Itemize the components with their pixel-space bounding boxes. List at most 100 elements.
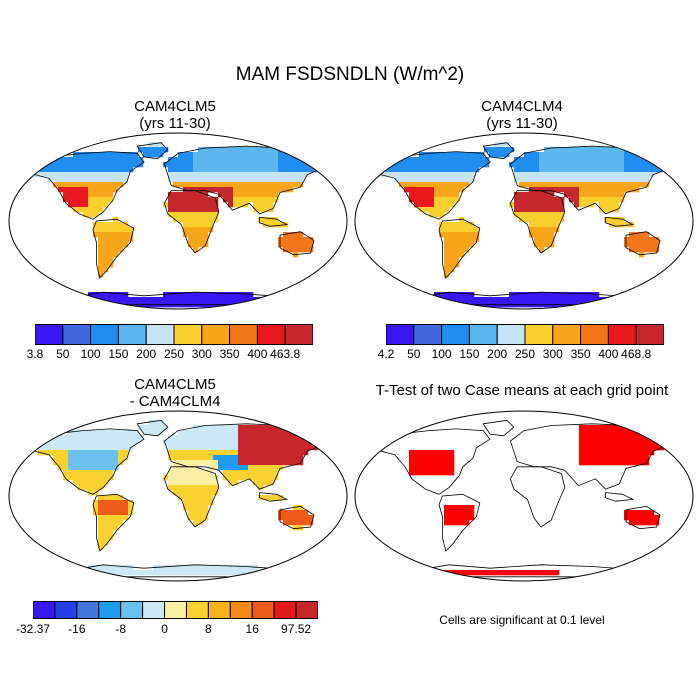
grid-cell <box>243 460 249 466</box>
grid-cell <box>93 292 99 298</box>
coastline-greenland <box>136 142 169 160</box>
grid-cell <box>273 302 279 308</box>
grid-cell <box>534 187 540 193</box>
grid-cell <box>444 460 450 466</box>
grid-cell <box>434 177 440 183</box>
grid-cell <box>218 297 224 303</box>
grid-cell <box>113 440 119 446</box>
grid-cell <box>484 157 490 163</box>
grid-cell <box>268 495 274 501</box>
grid-cell <box>123 445 129 451</box>
grid-cell <box>198 440 204 446</box>
grid-cell <box>389 172 395 178</box>
grid-cell <box>464 302 470 308</box>
grid-cell <box>454 247 460 253</box>
grid-cell <box>238 177 244 183</box>
grid-cell <box>619 217 625 223</box>
grid-cell <box>554 570 560 576</box>
grid-cell <box>58 440 64 446</box>
grid-cell <box>629 237 635 243</box>
grid-cell <box>609 207 615 213</box>
grid-cell <box>68 430 74 436</box>
grid-cell <box>228 292 234 298</box>
grid-cell <box>574 292 580 298</box>
grid-cell <box>424 187 430 193</box>
grid-cell <box>589 430 595 436</box>
grid-cell <box>293 182 299 188</box>
colorbar-tick-label: 100 <box>431 347 452 361</box>
grid-cell <box>198 207 204 213</box>
grid-cell <box>614 435 620 441</box>
grid-cell <box>183 152 189 158</box>
grid-cell <box>108 167 114 173</box>
grid-cell <box>223 565 229 571</box>
grid-cell <box>208 485 214 491</box>
grid-cell <box>529 162 535 168</box>
grid-cell <box>544 237 550 243</box>
grid-cell <box>273 465 279 471</box>
grid-cell <box>263 470 269 476</box>
grid-cell <box>163 147 169 153</box>
grid-cell <box>614 425 620 431</box>
grid-cell <box>629 232 635 238</box>
grid-cell <box>594 192 600 198</box>
grid-cell <box>108 227 114 233</box>
grid-cell <box>464 237 470 243</box>
grid-cell <box>298 172 304 178</box>
grid-cell <box>168 172 174 178</box>
grid-cell <box>183 292 189 298</box>
grid-cell <box>449 257 455 263</box>
grid-cell <box>459 292 465 298</box>
grid-cell <box>434 162 440 168</box>
grid-cell <box>599 425 605 431</box>
grid-cell <box>549 202 555 208</box>
grid-cell <box>188 490 194 496</box>
grid-cell <box>193 565 199 571</box>
grid-cell <box>78 430 84 436</box>
grid-cell <box>554 212 560 218</box>
grid-cell <box>198 172 204 178</box>
grid-cell <box>594 435 600 441</box>
grid-cell <box>98 460 104 466</box>
grid-cell <box>594 162 600 168</box>
grid-cell <box>524 207 530 213</box>
grid-cell <box>168 455 174 461</box>
grid-cell <box>188 167 194 173</box>
grid-cell <box>258 202 264 208</box>
grid-cell <box>208 292 214 298</box>
grid-cell <box>449 152 455 158</box>
grid-cell <box>243 172 249 178</box>
grid-cell <box>98 232 104 238</box>
grid-cell <box>213 565 219 571</box>
grid-cell <box>93 182 99 188</box>
grid-cell <box>113 187 119 193</box>
grid-cell <box>263 147 269 153</box>
grid-cell <box>198 177 204 183</box>
grid-cell <box>519 570 525 576</box>
grid-cell <box>514 570 520 576</box>
grid-cell <box>268 570 274 576</box>
map-border <box>8 132 348 310</box>
grid-cell <box>298 505 304 511</box>
grid-cell <box>213 212 219 218</box>
grid-cell <box>634 445 640 451</box>
grid-cell <box>143 152 149 158</box>
grid-cell <box>514 212 520 218</box>
colorbar-tick-label: 468.8 <box>621 347 652 361</box>
grid-cell <box>88 167 94 173</box>
grid-cell <box>649 242 655 248</box>
grid-cell <box>118 435 124 441</box>
colorbar-swatch <box>54 601 78 619</box>
grid-cell <box>208 470 214 476</box>
grid-cell <box>118 152 124 158</box>
grid-cell <box>113 242 119 248</box>
map-difference <box>8 410 348 582</box>
grid-cell <box>288 445 294 451</box>
grid-cell <box>263 302 269 308</box>
coastline-africa <box>509 190 566 254</box>
grid-cell <box>103 505 109 511</box>
grid-cell <box>228 460 234 466</box>
grid-cell <box>48 162 54 168</box>
grid-cell <box>278 460 284 466</box>
grid-cell <box>604 450 610 456</box>
